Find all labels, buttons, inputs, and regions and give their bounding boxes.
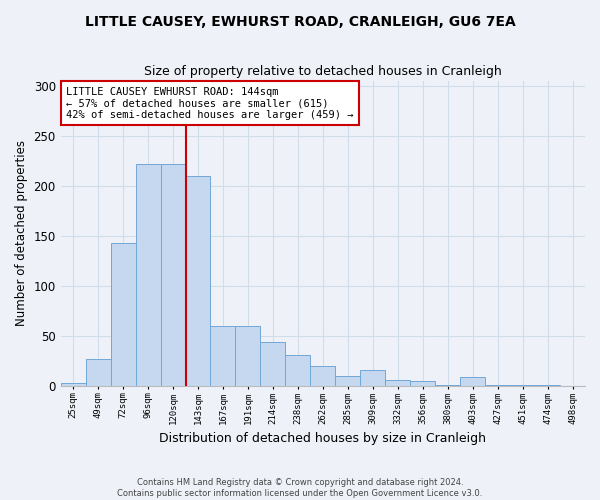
Bar [485,385,510,386]
Bar [185,176,211,386]
Bar [360,370,385,386]
Title: Size of property relative to detached houses in Cranleigh: Size of property relative to detached ho… [144,65,502,78]
Bar [260,342,286,386]
X-axis label: Distribution of detached houses by size in Cranleigh: Distribution of detached houses by size … [160,432,487,445]
Bar [136,164,161,386]
Bar [86,359,110,386]
Bar [161,164,185,386]
Bar [435,385,460,386]
Bar [310,366,335,386]
Bar [211,326,235,386]
Bar [61,383,86,386]
Text: Contains HM Land Registry data © Crown copyright and database right 2024.
Contai: Contains HM Land Registry data © Crown c… [118,478,482,498]
Bar [235,326,260,386]
Bar [410,381,435,386]
Text: LITTLE CAUSEY, EWHURST ROAD, CRANLEIGH, GU6 7EA: LITTLE CAUSEY, EWHURST ROAD, CRANLEIGH, … [85,15,515,29]
Text: LITTLE CAUSEY EWHURST ROAD: 144sqm
← 57% of detached houses are smaller (615)
42: LITTLE CAUSEY EWHURST ROAD: 144sqm ← 57%… [66,86,353,120]
Bar [460,377,485,386]
Bar [335,376,360,386]
Y-axis label: Number of detached properties: Number of detached properties [15,140,28,326]
Bar [385,380,410,386]
Bar [286,355,310,386]
Bar [510,385,535,386]
Bar [535,385,560,386]
Bar [110,242,136,386]
